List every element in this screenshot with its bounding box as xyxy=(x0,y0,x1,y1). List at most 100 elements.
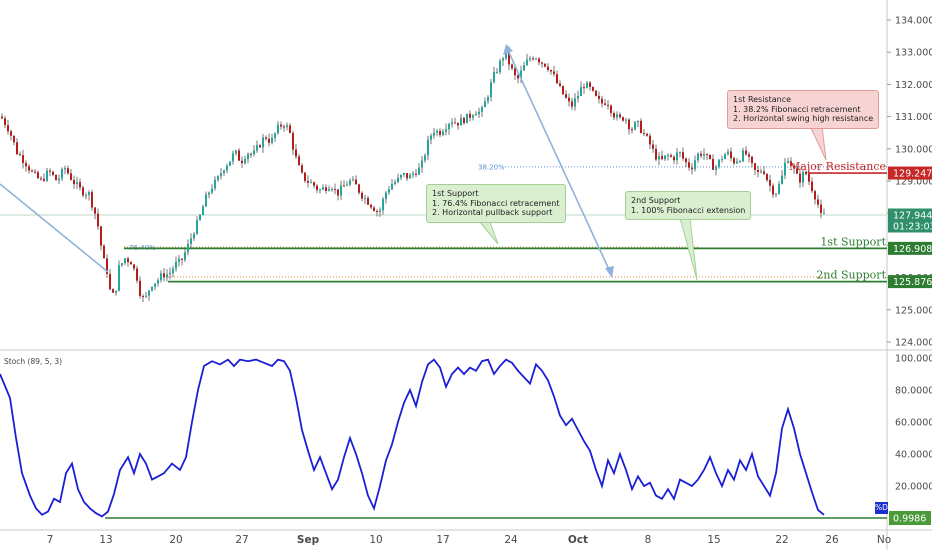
candle-body xyxy=(640,120,642,133)
candle-body xyxy=(655,148,657,160)
candle-body xyxy=(565,94,567,98)
candle-body xyxy=(58,178,60,181)
candle-body xyxy=(379,210,381,212)
candle-body xyxy=(445,129,447,132)
candle-body xyxy=(409,174,411,179)
candle-body xyxy=(187,243,189,253)
candle-body xyxy=(229,161,231,166)
candle-body xyxy=(397,177,399,183)
candle-body xyxy=(814,191,816,200)
candle-body xyxy=(28,166,30,171)
candle-body xyxy=(277,124,279,134)
down-arrow-line xyxy=(505,45,613,277)
candle-body xyxy=(472,115,474,118)
candle-body xyxy=(166,274,168,278)
candle-body xyxy=(238,150,240,161)
candle-body xyxy=(781,175,783,185)
candle-body xyxy=(244,159,246,164)
resistance-annotation-title: 1st Resistance xyxy=(733,95,792,104)
candle-body xyxy=(25,162,27,167)
candle-body xyxy=(304,172,306,181)
candle-body xyxy=(586,82,588,89)
candle-body xyxy=(535,58,537,60)
candle-body xyxy=(700,153,702,156)
candle-body xyxy=(577,95,579,99)
candle-body xyxy=(772,185,774,195)
resistance-annotation: 1st Resistance 1. 38.2% Fibonacci retrac… xyxy=(727,90,880,129)
time-tick-label: Sep xyxy=(297,534,320,546)
candle-body xyxy=(544,63,546,67)
time-tick-label: 17 xyxy=(436,534,449,546)
candle-body xyxy=(712,158,714,170)
candle-body xyxy=(55,174,57,181)
time-tick-label: 22 xyxy=(775,534,788,546)
candle-body xyxy=(85,194,87,196)
candle-body xyxy=(664,155,666,160)
candle-body xyxy=(484,101,486,108)
candle-body xyxy=(145,295,147,297)
candle-body xyxy=(547,66,549,70)
time-axis: 7 13 20 27 Sep 10 17 24 Oct 8 15 22 26 No xyxy=(47,534,891,546)
candle-body xyxy=(592,86,594,91)
candle-body xyxy=(367,197,369,205)
candle-body xyxy=(775,193,777,195)
candle-body xyxy=(175,261,177,269)
candle-body xyxy=(64,168,66,170)
candle-body xyxy=(157,280,159,284)
price-tick-label: 129.000 xyxy=(895,177,932,188)
candle-body xyxy=(346,184,348,186)
candle-body xyxy=(385,192,387,199)
candle-body xyxy=(340,185,342,196)
candle-body xyxy=(235,150,237,154)
candle-body xyxy=(670,155,672,157)
candle-body xyxy=(208,192,210,195)
stoch-axis: 100.0000 80.0000 60.0000 40.0000 20.0000 xyxy=(895,354,932,493)
candle-body xyxy=(769,180,771,186)
candle-body xyxy=(556,74,558,84)
candle-body xyxy=(97,213,99,227)
candle-body xyxy=(49,170,51,172)
candle-body xyxy=(256,145,258,151)
candle-body xyxy=(673,156,675,161)
candle-body xyxy=(91,191,93,208)
candlestick-series xyxy=(1,46,825,302)
candle-body xyxy=(661,156,663,160)
candle-body xyxy=(739,161,741,163)
candle-body xyxy=(691,167,693,170)
candle-body xyxy=(22,155,24,163)
time-tick-label: 26 xyxy=(825,534,839,546)
candle-body xyxy=(118,265,120,291)
candle-body xyxy=(568,97,570,102)
candle-body xyxy=(349,180,351,185)
candle-body xyxy=(100,226,102,246)
candle-body xyxy=(601,98,603,104)
candle-body xyxy=(607,104,609,106)
candle-body xyxy=(523,65,525,71)
time-tick-label: 10 xyxy=(369,534,382,546)
resistance-annotation-line1: 1. 38.2% Fibonacci retracement xyxy=(733,104,861,114)
candle-body xyxy=(733,158,735,164)
current-price-badge xyxy=(888,208,932,233)
candle-body xyxy=(502,58,504,61)
candle-body xyxy=(652,144,654,149)
candle-body xyxy=(13,135,15,143)
candle-body xyxy=(169,273,171,275)
candle-body xyxy=(820,204,822,213)
candle-body xyxy=(718,159,720,167)
current-price-text: 127.944 xyxy=(893,211,932,222)
candle-body xyxy=(19,154,21,156)
stoch-d-legend[interactable]: %D xyxy=(875,502,888,514)
stoch-indicator-title[interactable]: Stoch (89, 5, 3) xyxy=(4,357,63,366)
candle-body xyxy=(589,82,591,87)
candle-body xyxy=(805,171,807,175)
time-tick-label: 24 xyxy=(504,534,518,546)
candle-body xyxy=(613,113,615,118)
candle-body xyxy=(361,192,363,199)
candle-body xyxy=(103,245,105,259)
candle-body xyxy=(124,258,126,264)
candle-body xyxy=(388,189,390,193)
candle-body xyxy=(658,156,660,160)
candle-body xyxy=(415,173,417,175)
stoch-value-badge xyxy=(889,511,931,525)
